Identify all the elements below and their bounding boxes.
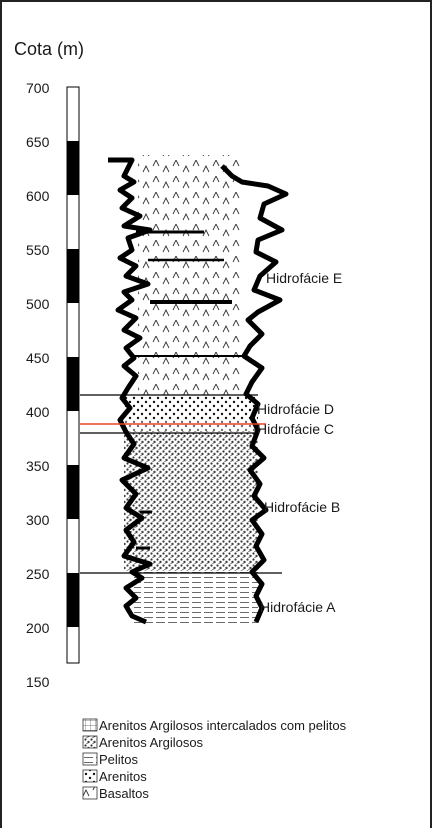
axis-title: Cota (m) [14,39,84,59]
legend-label: Arenitos Argilosos [99,735,204,750]
right-log-curve [220,164,289,623]
tick-label: 150 [26,674,50,690]
facies-boundaries [80,394,282,574]
tick-label: 300 [26,512,50,528]
elevation-scale-bar [66,86,80,664]
tick-label: 250 [26,566,50,582]
tick-label: 200 [26,620,50,636]
tick-label: 500 [26,296,50,312]
internal-interbeds [134,230,246,550]
legend-label: Pelitos [99,752,139,767]
legend-label: Arenitos [99,769,147,784]
facies-labels: Hidrofácie E Hidrofácie D Hidrofácie C H… [257,270,342,615]
label-hidrofacie-e: Hidrofácie E [266,270,342,286]
legend-swatch-grid [82,718,98,732]
legend: Arenitos Argilosos intercalados com peli… [82,718,347,801]
left-log-curve [108,157,153,625]
legend-swatch-basalt [82,786,98,800]
hidrofacie-d-fill [124,395,258,421]
legend-label: Arenitos Argilosos intercalados com peli… [99,718,347,733]
label-hidrofacie-c: Hidrofácie C [257,421,334,437]
elevation-tick-labels: 700 650 600 550 500 450 400 350 300 250 … [26,80,50,690]
label-hidrofacie-a: Hidrofácie A [260,599,336,615]
hidrofacie-b-fill [124,431,258,571]
hidrofacie-e-fill [138,155,242,395]
tick-label: 600 [26,188,50,204]
tick-label: 650 [26,134,50,150]
legend-swatch-dots [82,769,98,783]
hidrofacie-a-fill [134,571,258,623]
lithology-fills [124,155,258,623]
tick-label: 350 [26,458,50,474]
hidrofacie-c-fill [124,421,258,431]
tick-label: 550 [26,242,50,258]
tick-label: 700 [26,80,50,96]
label-hidrofacie-b: Hidrofácie B [264,499,340,515]
tick-label: 450 [26,350,50,366]
legend-swatch-lines [82,752,98,766]
legend-label: Basaltos [99,786,149,801]
tick-label: 400 [26,404,50,420]
label-hidrofacie-d: Hidrofácie D [257,401,334,417]
legend-swatch-dense-dots [82,735,98,749]
